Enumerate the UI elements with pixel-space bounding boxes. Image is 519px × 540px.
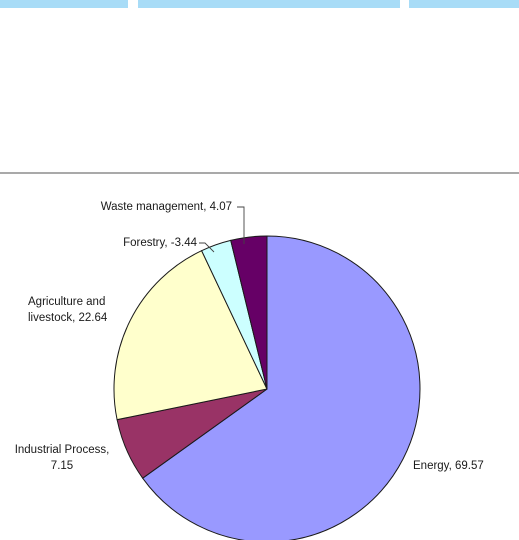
top-tab-1[interactable] <box>0 0 128 8</box>
energy-label: Energy, 69.57 <box>413 460 484 472</box>
agriculture-label-line2: livestock, 22.64 <box>28 312 108 324</box>
pie-slice-energy <box>141 235 421 540</box>
waste-label: Waste management, 4.07 <box>101 201 232 213</box>
forestry-label: Forestry, -3.44 <box>123 237 198 249</box>
industrial-label-line1: Industrial Process, <box>15 444 110 456</box>
pie-slice-waste <box>230 235 268 390</box>
top-tab-2[interactable] <box>138 0 400 8</box>
industrial-label-line2: 7.15 <box>51 460 73 472</box>
forestry-leader-line <box>199 242 215 253</box>
top-tab-3[interactable] <box>409 0 519 8</box>
waste-leader-line <box>237 206 245 244</box>
section-divider <box>0 172 519 174</box>
agriculture-label-line1: Agriculture and <box>28 296 105 308</box>
pie-slices <box>113 235 421 540</box>
pie-slice-agriculture <box>113 250 268 421</box>
top-tab-strip <box>0 0 519 8</box>
